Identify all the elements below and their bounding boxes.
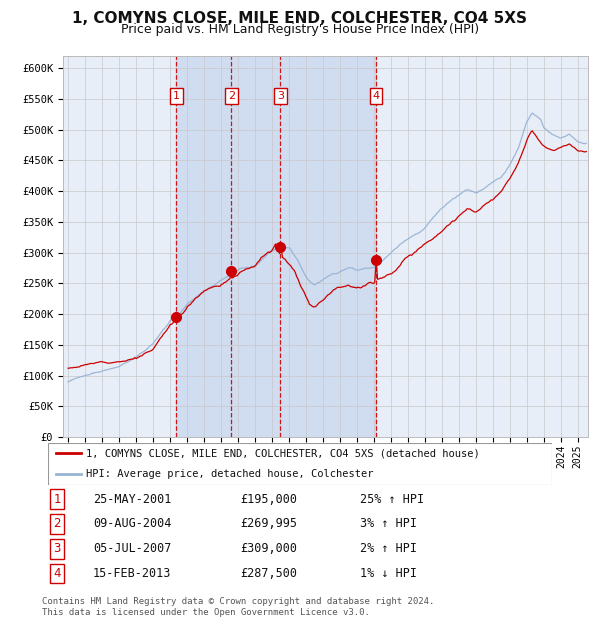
- Text: 4: 4: [373, 91, 380, 101]
- Text: 3% ↑ HPI: 3% ↑ HPI: [360, 518, 417, 530]
- Text: 3: 3: [53, 542, 61, 555]
- Text: 2: 2: [53, 518, 61, 530]
- Text: £269,995: £269,995: [240, 518, 297, 530]
- Text: 1, COMYNS CLOSE, MILE END, COLCHESTER, CO4 5XS (detached house): 1, COMYNS CLOSE, MILE END, COLCHESTER, C…: [86, 448, 479, 458]
- Text: 4: 4: [53, 567, 61, 580]
- Text: £287,500: £287,500: [240, 567, 297, 580]
- Bar: [176, 56, 376, 437]
- Text: 09-AUG-2004: 09-AUG-2004: [93, 518, 172, 530]
- Text: HPI: Average price, detached house, Colchester: HPI: Average price, detached house, Colc…: [86, 469, 373, 479]
- Text: Contains HM Land Registry data © Crown copyright and database right 2024.
This d: Contains HM Land Registry data © Crown c…: [42, 598, 434, 617]
- Text: 25% ↑ HPI: 25% ↑ HPI: [360, 493, 424, 505]
- Text: 25-MAY-2001: 25-MAY-2001: [93, 493, 172, 505]
- Text: 1: 1: [173, 91, 180, 101]
- Text: 2: 2: [227, 91, 235, 101]
- Text: Price paid vs. HM Land Registry's House Price Index (HPI): Price paid vs. HM Land Registry's House …: [121, 23, 479, 36]
- Text: £309,000: £309,000: [240, 542, 297, 555]
- Text: 15-FEB-2013: 15-FEB-2013: [93, 567, 172, 580]
- FancyBboxPatch shape: [48, 443, 552, 485]
- Text: £195,000: £195,000: [240, 493, 297, 505]
- Text: 1: 1: [53, 493, 61, 505]
- Text: 05-JUL-2007: 05-JUL-2007: [93, 542, 172, 555]
- Text: 1% ↓ HPI: 1% ↓ HPI: [360, 567, 417, 580]
- Text: 2% ↑ HPI: 2% ↑ HPI: [360, 542, 417, 555]
- Text: 3: 3: [277, 91, 284, 101]
- Text: 1, COMYNS CLOSE, MILE END, COLCHESTER, CO4 5XS: 1, COMYNS CLOSE, MILE END, COLCHESTER, C…: [73, 11, 527, 26]
